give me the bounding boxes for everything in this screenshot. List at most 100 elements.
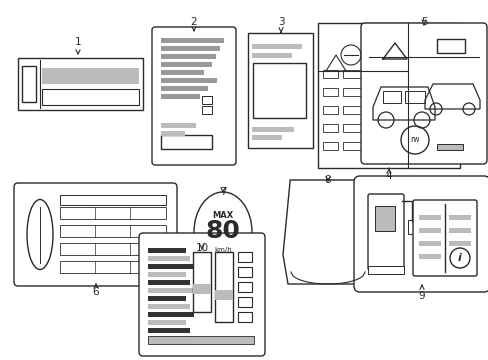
Text: 7: 7 — [219, 187, 226, 197]
Bar — [372, 70, 397, 78]
Text: i: i — [457, 253, 461, 263]
Text: 3: 3 — [277, 17, 284, 33]
Bar — [148, 272, 185, 277]
Bar — [364, 47, 374, 65]
Bar — [161, 135, 211, 149]
Bar — [379, 47, 391, 65]
Bar — [367, 266, 403, 274]
Bar — [372, 88, 397, 96]
FancyBboxPatch shape — [353, 176, 488, 292]
Bar — [238, 252, 251, 262]
Bar — [439, 34, 457, 48]
Bar — [148, 288, 194, 293]
FancyBboxPatch shape — [14, 183, 177, 286]
Bar — [148, 320, 185, 325]
Bar — [439, 86, 457, 100]
Bar — [238, 267, 251, 277]
Bar — [436, 144, 462, 150]
Bar — [247, 33, 312, 148]
Bar — [148, 312, 194, 317]
Bar — [418, 215, 440, 220]
Bar — [148, 256, 190, 261]
FancyBboxPatch shape — [152, 27, 236, 165]
Bar — [161, 38, 223, 43]
Bar — [448, 215, 470, 220]
Bar — [193, 284, 210, 294]
Bar — [342, 106, 367, 114]
FancyBboxPatch shape — [367, 194, 403, 270]
Bar — [323, 142, 337, 150]
Bar — [60, 207, 165, 219]
Bar — [161, 46, 219, 51]
Bar — [60, 225, 165, 237]
Bar — [161, 94, 200, 99]
Bar — [372, 106, 397, 114]
Bar — [42, 89, 139, 105]
Bar — [161, 54, 215, 59]
Bar — [238, 282, 251, 292]
Bar — [415, 112, 433, 126]
Bar — [342, 70, 367, 78]
Text: 8: 8 — [324, 175, 331, 185]
Bar — [161, 123, 196, 128]
Bar — [323, 70, 337, 78]
Bar — [382, 91, 400, 103]
Bar — [395, 47, 403, 65]
Bar — [148, 264, 194, 269]
Bar — [161, 78, 217, 83]
Text: 5: 5 — [420, 17, 427, 27]
Bar — [215, 290, 232, 300]
Bar — [161, 62, 211, 67]
Bar — [193, 252, 210, 312]
Text: 2: 2 — [190, 17, 197, 31]
Text: 80: 80 — [205, 219, 240, 243]
Text: MAX: MAX — [212, 211, 233, 220]
Bar — [415, 60, 433, 74]
Bar — [448, 241, 470, 246]
Bar — [60, 261, 165, 273]
Text: 1: 1 — [75, 37, 81, 54]
Bar — [148, 336, 253, 344]
Bar — [60, 243, 165, 255]
Text: 6: 6 — [93, 284, 99, 297]
Bar — [215, 252, 232, 322]
Bar — [18, 58, 142, 110]
Bar — [148, 280, 190, 285]
Bar — [161, 131, 184, 136]
Bar — [251, 127, 293, 132]
Bar — [161, 86, 207, 91]
Bar — [342, 142, 367, 150]
Bar — [342, 124, 367, 132]
FancyBboxPatch shape — [412, 200, 476, 276]
Bar — [148, 304, 190, 309]
Bar — [448, 228, 470, 233]
FancyBboxPatch shape — [139, 233, 264, 356]
Bar — [148, 296, 185, 301]
Bar — [372, 124, 397, 132]
Bar — [148, 248, 185, 253]
Bar — [415, 138, 433, 152]
Bar — [372, 142, 397, 150]
Bar — [439, 60, 457, 74]
FancyBboxPatch shape — [360, 23, 486, 164]
Bar — [415, 34, 433, 48]
Bar — [323, 88, 337, 96]
Text: km/h: km/h — [214, 247, 231, 253]
Bar — [202, 107, 211, 114]
Bar — [202, 96, 211, 104]
Bar — [439, 112, 457, 126]
Bar — [42, 68, 139, 84]
Bar — [323, 124, 337, 132]
Bar — [436, 39, 464, 53]
Bar — [60, 195, 165, 205]
Bar — [161, 70, 203, 75]
Bar — [252, 63, 305, 118]
Bar — [418, 228, 440, 233]
Text: 10: 10 — [195, 243, 208, 253]
Bar — [323, 106, 337, 114]
Text: 9: 9 — [418, 285, 425, 301]
Bar — [404, 91, 424, 103]
Bar — [251, 53, 291, 58]
Bar — [317, 23, 459, 168]
Bar — [439, 138, 457, 152]
